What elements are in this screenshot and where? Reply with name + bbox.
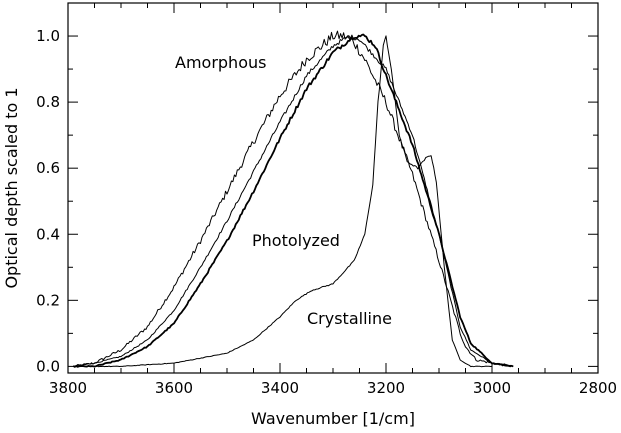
x-tick-label: 3600 xyxy=(155,379,193,397)
axis-ticks xyxy=(67,3,599,373)
y-axis-label: Optical depth scaled to 1 xyxy=(2,87,21,288)
x-tick-label: 3200 xyxy=(367,379,405,397)
x-tick-label: 3800 xyxy=(49,379,87,397)
y-tick-label: 0.8 xyxy=(36,93,60,111)
x-tick-labels: 3800 3600 3400 3200 3000 2800 xyxy=(49,379,617,397)
y-tick-label: 0.6 xyxy=(36,159,60,177)
series-group xyxy=(72,30,514,368)
series-line-3 xyxy=(73,35,493,368)
series-line-2 xyxy=(72,33,514,368)
y-tick-label: 1.0 xyxy=(36,27,60,45)
y-tick-label: 0.4 xyxy=(36,225,60,243)
y-tick-label: 0.2 xyxy=(36,291,60,309)
y-tick-labels: 0.0 0.2 0.4 0.6 0.8 1.0 xyxy=(36,27,60,375)
series-line-1 xyxy=(73,34,514,367)
x-axis-label: Wavenumber [1/cm] xyxy=(251,409,415,428)
annotation-crystalline: Crystalline xyxy=(307,309,392,328)
annotation-amorphous: Amorphous xyxy=(175,53,266,72)
x-tick-label: 3400 xyxy=(261,379,299,397)
series-line-0 xyxy=(73,30,514,368)
x-tick-label: 3000 xyxy=(473,379,511,397)
x-tick-label: 2800 xyxy=(579,379,617,397)
y-tick-label: 0.0 xyxy=(36,357,60,375)
annotation-photolyzed: Photolyzed xyxy=(252,231,340,250)
